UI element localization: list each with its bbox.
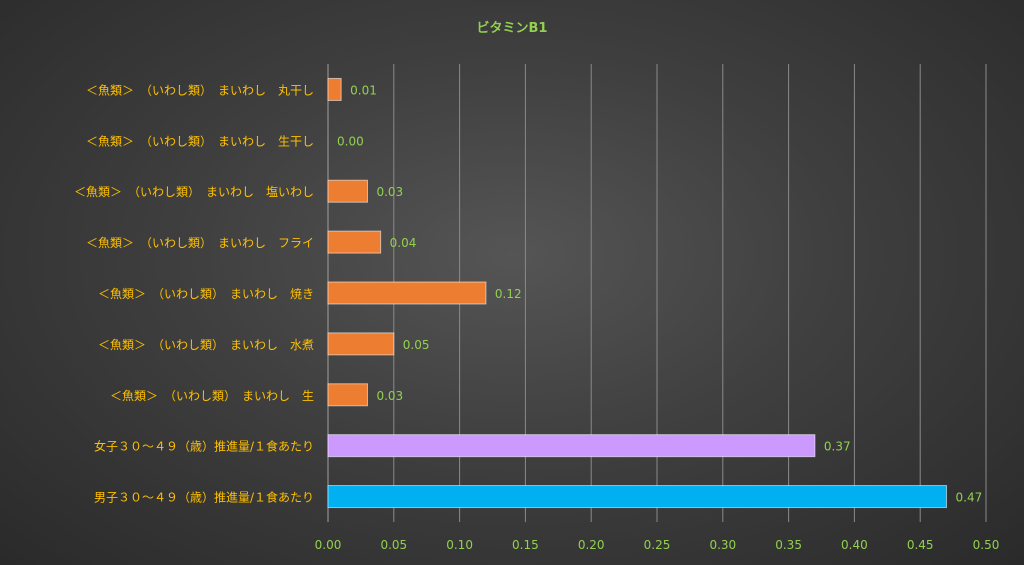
bar <box>327 383 368 407</box>
x-tick-label: 0.35 <box>775 538 802 552</box>
bar <box>327 179 368 203</box>
category-label: ＜魚類＞ （いわし類） まいわし 水煮 <box>98 338 314 352</box>
data-label: 0.47 <box>956 491 983 505</box>
data-label: 0.03 <box>376 185 403 199</box>
category-labels: ＜魚類＞ （いわし類） まいわし 丸干し ＜魚類＞ （いわし類） まいわし 生干し… <box>74 83 314 504</box>
bar <box>327 434 816 458</box>
bar <box>327 485 948 509</box>
data-labels: 0.01 0.00 0.03 0.04 0.12 0.05 0.03 0.37 0.47 <box>337 83 982 504</box>
bar <box>327 230 382 254</box>
gridlines <box>327 64 987 522</box>
category-label: 女子３０～４９（歳）推進量/１食あたり <box>94 439 314 454</box>
data-label: 0.05 <box>403 338 430 352</box>
category-label: 男子３０～４９（歳）推進量/１食あたり <box>94 490 314 505</box>
bar <box>327 332 395 356</box>
x-tick-label: 0.50 <box>973 538 1000 552</box>
x-tick-label: 0.05 <box>380 538 407 552</box>
x-tick-label: 0.20 <box>578 538 605 552</box>
category-label: ＜魚類＞ （いわし類） まいわし 生干し <box>86 134 314 148</box>
data-label: 0.00 <box>337 134 364 148</box>
data-label: 0.12 <box>495 287 522 301</box>
category-label: ＜魚類＞ （いわし類） まいわし 丸干し <box>86 83 314 97</box>
x-tick-label: 0.45 <box>907 538 934 552</box>
data-label: 0.37 <box>824 440 851 454</box>
x-tick-labels: 0.00 0.05 0.10 0.15 0.20 0.25 0.30 0.35 0.40 0.45… <box>315 538 1000 552</box>
x-tick-label: 0.25 <box>644 538 671 552</box>
x-tick-label: 0.15 <box>512 538 539 552</box>
category-label: ＜魚類＞ （いわし類） まいわし 焼き <box>98 287 314 301</box>
data-label: 0.04 <box>390 236 417 250</box>
x-tick-label: 0.30 <box>709 538 736 552</box>
chart-title: ビタミンB1 <box>477 20 548 36</box>
data-label: 0.01 <box>350 83 377 97</box>
data-label: 0.03 <box>376 389 403 403</box>
x-tick-label: 0.40 <box>841 538 868 552</box>
bars <box>327 77 948 509</box>
category-label: ＜魚類＞ （いわし類） まいわし フライ <box>86 236 314 250</box>
bar <box>327 77 342 101</box>
x-tick-label: 0.10 <box>446 538 473 552</box>
category-label: ＜魚類＞ （いわし類） まいわし 塩いわし <box>74 184 314 199</box>
x-tick-label: 0.00 <box>315 538 342 552</box>
category-label: ＜魚類＞ （いわし類） まいわし 生 <box>110 389 314 403</box>
bar <box>327 281 487 305</box>
